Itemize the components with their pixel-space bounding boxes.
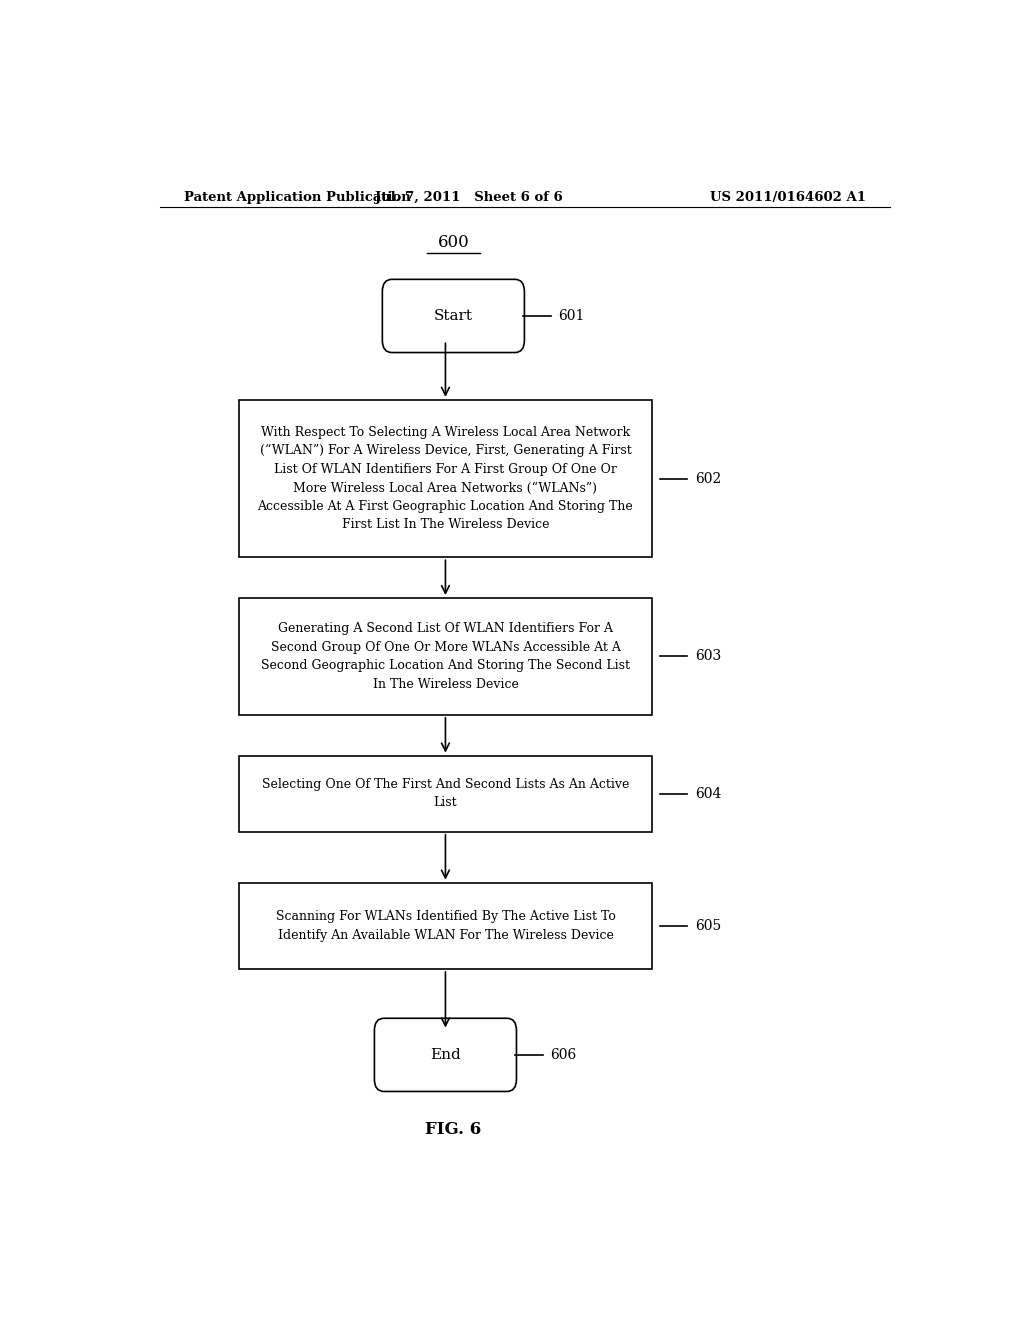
Text: Jul. 7, 2011   Sheet 6 of 6: Jul. 7, 2011 Sheet 6 of 6: [376, 190, 563, 203]
Text: 603: 603: [695, 649, 722, 664]
Text: Generating A Second List Of WLAN Identifiers For A
Second Group Of One Or More W: Generating A Second List Of WLAN Identif…: [261, 622, 630, 690]
Text: 606: 606: [551, 1048, 577, 1061]
Text: End: End: [430, 1048, 461, 1061]
Text: 601: 601: [558, 309, 585, 323]
Text: 605: 605: [695, 919, 722, 933]
Text: Selecting One Of The First And Second Lists As An Active
List: Selecting One Of The First And Second Li…: [262, 777, 629, 809]
Text: 602: 602: [695, 471, 722, 486]
Text: Scanning For WLANs Identified By The Active List To
Identify An Available WLAN F: Scanning For WLANs Identified By The Act…: [275, 909, 615, 941]
Text: 604: 604: [695, 787, 722, 801]
FancyBboxPatch shape: [375, 1018, 516, 1092]
Bar: [240, 400, 652, 557]
Text: 600: 600: [437, 234, 469, 251]
FancyBboxPatch shape: [382, 280, 524, 352]
Bar: [240, 598, 652, 715]
Text: US 2011/0164602 A1: US 2011/0164602 A1: [710, 190, 866, 203]
Text: With Respect To Selecting A Wireless Local Area Network
(“WLAN”) For A Wireless : With Respect To Selecting A Wireless Loc…: [258, 425, 633, 532]
Text: FIG. 6: FIG. 6: [425, 1121, 481, 1138]
Text: Patent Application Publication: Patent Application Publication: [183, 190, 411, 203]
Bar: [240, 883, 652, 969]
Text: Start: Start: [434, 309, 473, 323]
Bar: [240, 755, 652, 832]
